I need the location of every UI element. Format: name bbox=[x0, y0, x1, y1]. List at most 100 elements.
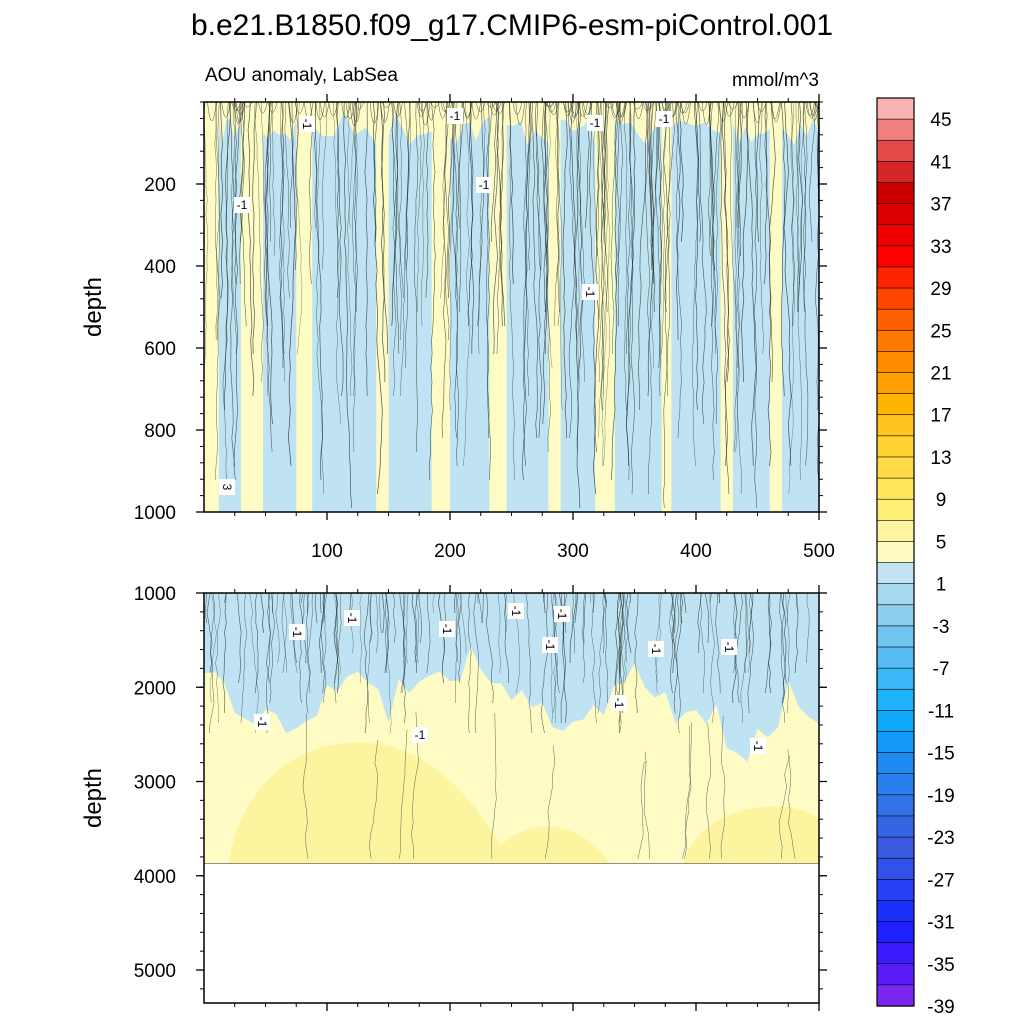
lower-contour-line bbox=[254, 593, 259, 694]
lower-contour-line bbox=[418, 593, 422, 644]
lower-contour-line bbox=[617, 593, 624, 714]
upper-contour-line bbox=[661, 102, 671, 111]
upper-contour-line bbox=[452, 102, 459, 439]
lower-contour-line bbox=[684, 725, 691, 859]
upper-contour-line bbox=[391, 102, 399, 327]
upper-y-axis-label: depth bbox=[80, 277, 107, 337]
upper-contour-line bbox=[489, 102, 500, 116]
upper-panel: -1 -1 -1 -1 -1 -1 -1 3 200 400 600 800 1000 100 200 30… bbox=[80, 94, 835, 562]
lower-contour-line bbox=[618, 593, 624, 674]
upper-contour-line bbox=[336, 102, 339, 299]
upper-contour-line bbox=[416, 102, 422, 313]
lower-contour-line bbox=[322, 593, 327, 704]
lower-contour-line bbox=[379, 593, 382, 634]
upper-contour-line bbox=[600, 102, 608, 243]
colorbar-swatch bbox=[876, 329, 915, 352]
upper-contour-line bbox=[314, 102, 323, 481]
upper-contour-line bbox=[816, 102, 819, 481]
upper-contour-line bbox=[701, 102, 712, 125]
upper-contour-line bbox=[568, 102, 581, 439]
colorbar-swatch bbox=[876, 878, 915, 902]
upper-contour-line bbox=[381, 102, 392, 108]
upper-contour-line bbox=[697, 102, 707, 425]
lower-contour-line bbox=[794, 593, 799, 674]
lower-contour-line bbox=[786, 593, 791, 624]
upper-contour-line bbox=[737, 102, 742, 229]
y-tick-label: 800 bbox=[144, 421, 176, 442]
upper-contour-line bbox=[736, 102, 740, 369]
upper-contour-line bbox=[755, 102, 760, 243]
upper-contour-line bbox=[475, 102, 486, 113]
x-tick-label: 100 bbox=[311, 541, 343, 562]
upper-negative-region bbox=[312, 112, 377, 512]
upper-contour-line bbox=[675, 102, 681, 341]
upper-contour-line bbox=[459, 102, 464, 313]
colorbar-swatch bbox=[876, 182, 915, 205]
colorbar-swatch bbox=[876, 224, 915, 247]
upper-contour-line bbox=[605, 102, 615, 108]
lower-contour-line bbox=[747, 593, 754, 714]
upper-contour-line bbox=[616, 102, 621, 327]
upper-negative-region bbox=[388, 114, 432, 512]
y-tick-label: 3000 bbox=[134, 773, 176, 794]
contour-label: -1 bbox=[237, 198, 248, 212]
upper-contour-line bbox=[721, 102, 729, 383]
lower-contour-line bbox=[643, 751, 650, 859]
x-tick-label: 500 bbox=[803, 541, 835, 562]
colorbar-swatch bbox=[876, 794, 915, 817]
upper-contour-line bbox=[222, 102, 229, 481]
upper-contour-line bbox=[492, 102, 499, 355]
lower-contour-line bbox=[626, 593, 632, 654]
upper-contour-line bbox=[694, 102, 701, 243]
colorbar-swatch bbox=[876, 688, 915, 711]
lower-contour-line bbox=[583, 593, 587, 644]
upper-contour-line bbox=[562, 102, 568, 438]
upper-contour-line bbox=[380, 102, 390, 123]
lower-contour-line bbox=[266, 593, 271, 734]
lower-contour-line bbox=[780, 593, 785, 724]
lower-contour-line bbox=[637, 761, 647, 859]
lower-contour-line bbox=[706, 722, 711, 859]
upper-contour-line bbox=[496, 102, 506, 327]
colorbar-label: 29 bbox=[930, 279, 951, 300]
upper-negative-region bbox=[218, 118, 241, 512]
upper-contour-line bbox=[592, 102, 601, 383]
lower-contour-line bbox=[209, 593, 215, 734]
lower-plot-area bbox=[204, 593, 819, 864]
upper-contour-line bbox=[523, 102, 531, 467]
lower-contour-line bbox=[236, 593, 242, 684]
upper-contour-line bbox=[570, 102, 581, 509]
colorbar-swatch bbox=[876, 710, 915, 733]
contour-label: -1 bbox=[479, 178, 490, 192]
upper-contour-line bbox=[416, 102, 427, 118]
lower-contour-line bbox=[655, 593, 662, 684]
upper-negative-region bbox=[671, 120, 721, 512]
upper-contour-line bbox=[637, 102, 648, 411]
lower-contour-line bbox=[709, 593, 715, 724]
lower-panel: -1 -1 -1 -1 -1 -1 -1 -1 -1 -1 -1 -1 1000 2000 3000 400… bbox=[80, 584, 827, 1011]
contour-label-box bbox=[542, 637, 558, 653]
lower-contour-line bbox=[333, 593, 340, 694]
lower-contour-line bbox=[414, 593, 418, 664]
lower-contour-line bbox=[748, 593, 753, 654]
upper-contour-line bbox=[220, 102, 223, 299]
upper-contour-line bbox=[668, 102, 678, 117]
contour-label: -1 bbox=[612, 698, 626, 709]
lower-ticks: 1000 2000 3000 4000 5000 bbox=[134, 584, 827, 1011]
upper-contour-line bbox=[271, 102, 276, 257]
lower-contour-line bbox=[582, 593, 586, 684]
lower-contour-line bbox=[299, 593, 305, 704]
lower-contour-line bbox=[307, 593, 309, 614]
upper-contour-line bbox=[783, 102, 792, 467]
upper-contour-line bbox=[328, 102, 338, 117]
upper-contour-line bbox=[647, 102, 655, 397]
y-tick-label: 1000 bbox=[134, 584, 176, 605]
upper-contour-line bbox=[315, 102, 326, 120]
upper-contour-line bbox=[242, 102, 253, 108]
lower-contour-line bbox=[481, 593, 484, 624]
upper-contour-line bbox=[805, 102, 815, 116]
contour-label-box bbox=[447, 108, 463, 124]
upper-contour-line bbox=[449, 102, 456, 411]
upper-contour-line bbox=[764, 102, 773, 383]
